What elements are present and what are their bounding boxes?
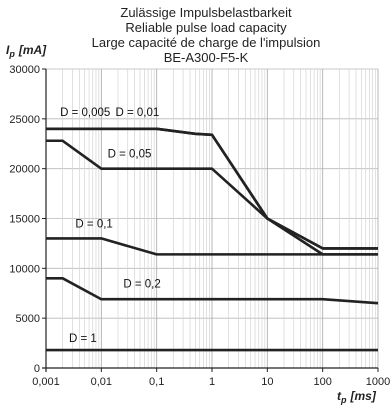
curve-label-0: D = 0,005 (60, 107, 110, 119)
chart-title-line-4: BE-A300-F5-K (164, 50, 249, 65)
chart-title-line-1: Zulässige Impulsbelastbarkeit (120, 5, 292, 20)
chart-title-line-3: Large capacité de charge de l'impulsion (92, 35, 321, 50)
x-tick-label-0: 0,001 (32, 376, 60, 388)
series-line-4 (46, 276, 379, 305)
y-tick-label-0: 0 (34, 363, 40, 375)
y-axis-symbol: I (6, 43, 10, 57)
y-tick-label-3: 15000 (9, 214, 40, 226)
series-line-1 (46, 127, 378, 250)
curve-label-5: D = 1 (69, 333, 97, 345)
tick-labels: 0 5000 10000 15000 20000 25000 30000 0,001 0,01 0… (9, 64, 390, 388)
x-axis-subscript: p (340, 395, 347, 405)
series-line-3 (46, 237, 378, 256)
y-tick-label-1: 5000 (16, 313, 40, 325)
curve-label-4: D = 0,2 (123, 278, 160, 290)
x-tick-label-4: 10 (261, 376, 273, 388)
x-axis-label: tp [ms] (337, 389, 377, 405)
x-tick-label-3: 1 (209, 376, 215, 388)
x-axis-unit: [ms] (350, 389, 377, 403)
series-lines (46, 127, 379, 352)
curve-labels: D = 0,005 D = 0,01 D = 0,05 D = 0,1 D = 0,2 D… (60, 107, 161, 345)
x-axis-symbol: t (337, 389, 342, 403)
curve-label-3: D = 0,1 (75, 218, 112, 230)
curve-label-1: D = 0,01 (115, 107, 159, 119)
curve-label-2: D = 0,05 (108, 149, 152, 161)
x-tick-label-1: 0,01 (91, 376, 112, 388)
x-tick-label-2: 0,1 (149, 376, 164, 388)
y-tick-label-5: 25000 (9, 114, 40, 126)
chart-title-line-2: Reliable pulse load capacity (125, 20, 287, 35)
y-tick-label-6: 30000 (9, 64, 40, 76)
y-tick-label-4: 20000 (9, 164, 40, 176)
y-axis-subscript: p (8, 49, 15, 59)
y-axis-unit: [mA] (18, 43, 47, 57)
y-tick-label-2: 10000 (9, 263, 40, 275)
y-axis-label: Ip [mA] (6, 43, 47, 59)
x-tick-label-6: 1000 (366, 376, 390, 388)
x-tick-label-5: 100 (313, 376, 331, 388)
